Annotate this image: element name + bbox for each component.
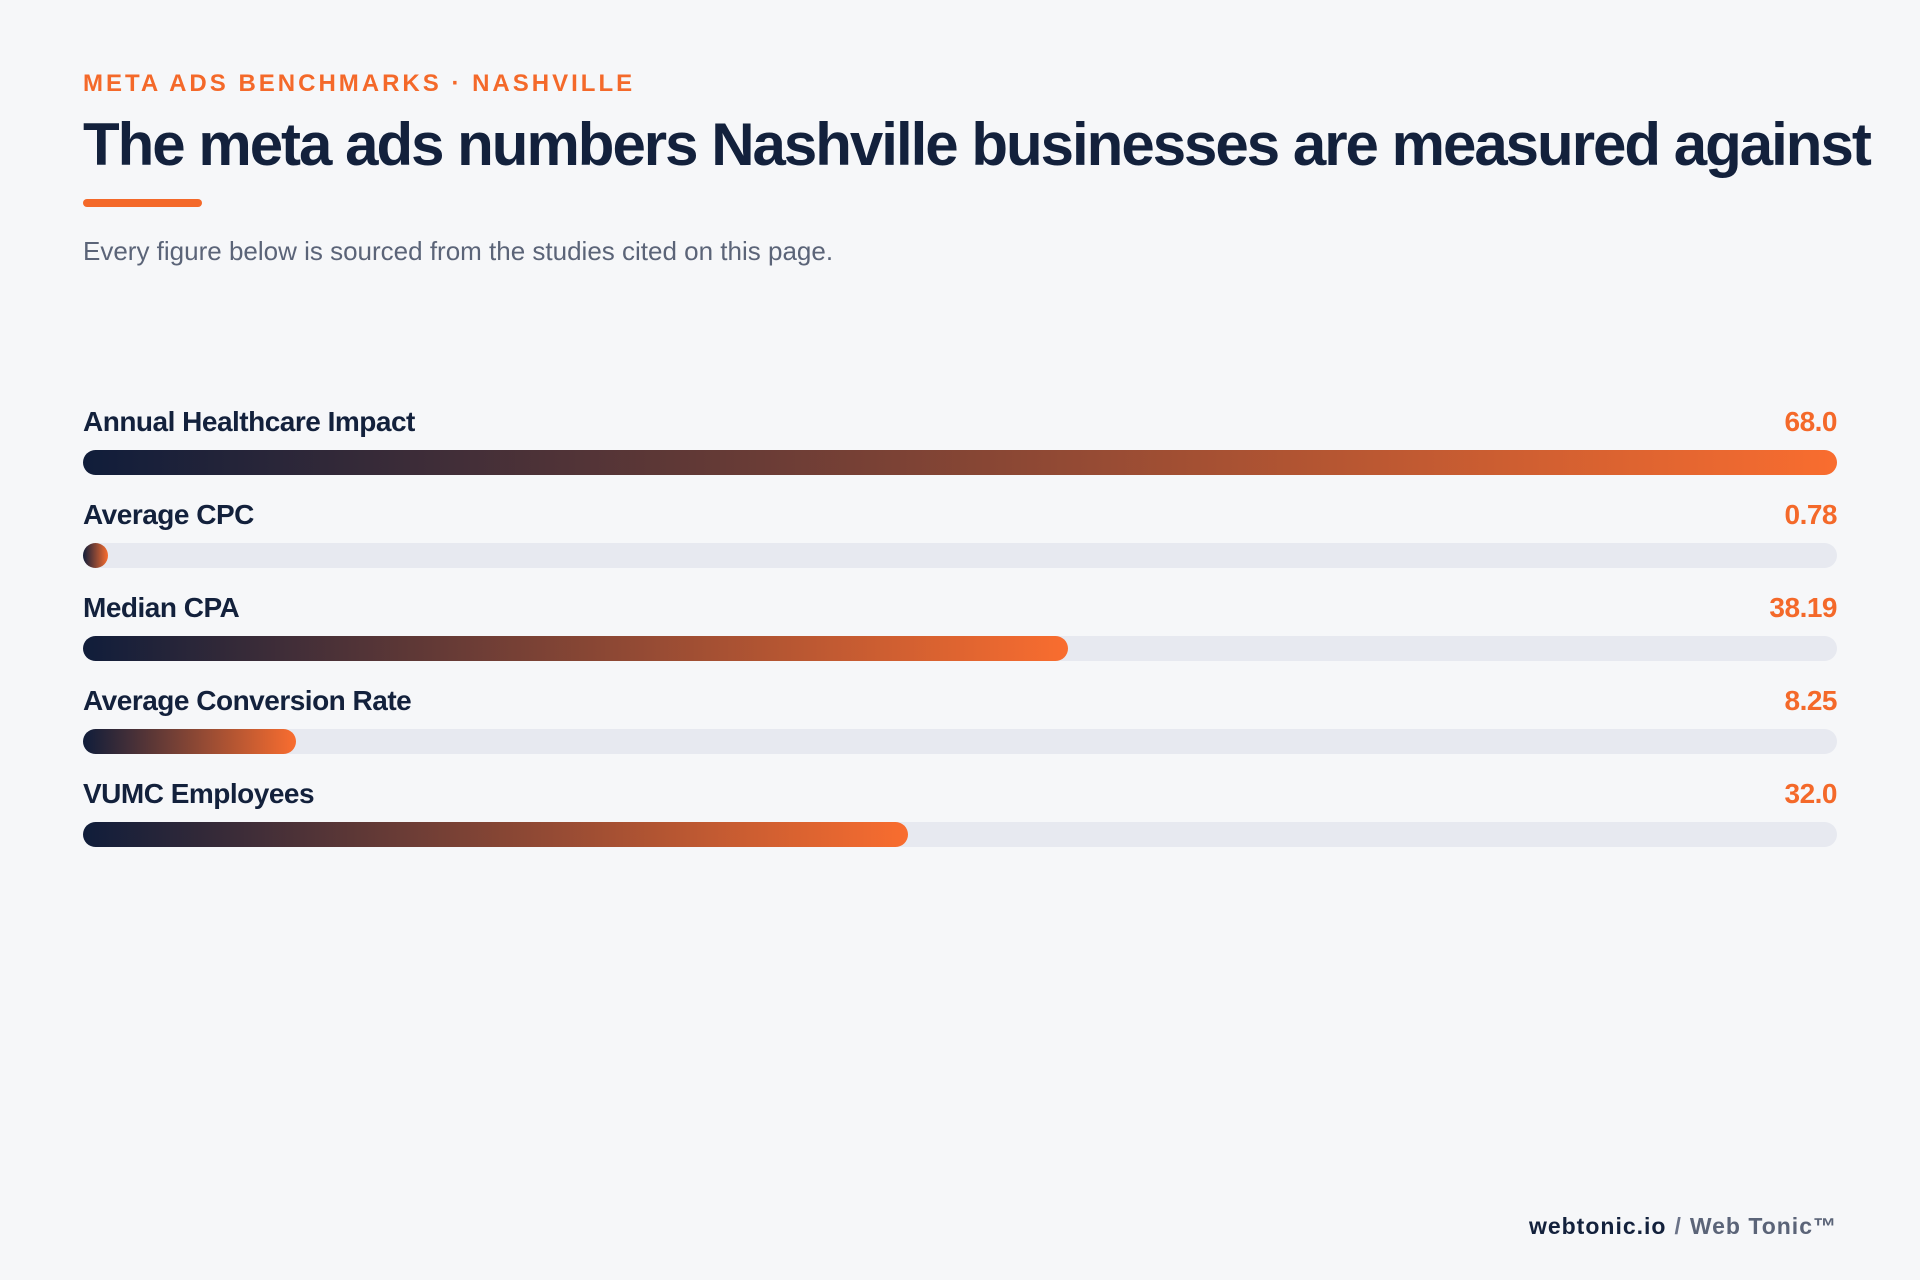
bar-track [83,450,1837,475]
bar-track [83,636,1837,661]
bar-track [83,822,1837,847]
bar-track [83,729,1837,754]
bar [83,822,909,847]
bar-value-label: 32.0 [1784,778,1838,809]
footer-brand: webtonic.io [1528,1213,1667,1239]
bar-row: Annual Healthcare Impact 68.0 [83,404,1837,497]
page-subtitle: Every figure below is sourced from the s… [83,236,834,266]
bar-label: Average Conversion Rate [83,685,412,716]
bar-row: Average Conversion Rate 8.25 [83,683,1837,776]
bar [83,729,296,754]
bar-label: Annual Healthcare Impact [83,406,415,437]
bar-label: VUMC Employees [83,778,315,809]
bar-value-label: 0.78 [1784,499,1838,530]
bar [83,636,1069,661]
bar-value-label: 38.19 [1769,592,1837,623]
bar-row: VUMC Employees 32.0 [83,776,1837,869]
bar-row: Average CPC 0.78 [83,497,1837,590]
eyebrow-label: META ADS BENCHMARKS · NASHVILLE [83,70,636,97]
page-title: The meta ads numbers Nashville businesse… [83,111,1872,178]
accent-divider [83,199,202,207]
bar-label: Average CPC [83,499,254,530]
bar-track [83,543,1837,568]
bar-value-label: 68.0 [1784,406,1838,437]
bar-value-label: 8.25 [1784,685,1838,716]
footer-credit: webtonic.io / Web Tonic™ [1529,1213,1837,1240]
footer-company: Web Tonic™ [1689,1213,1837,1239]
bar [83,450,1837,475]
bar-row: Median CPA 38.19 [83,590,1837,683]
bar [83,543,108,568]
footer-separator: / [1674,1213,1682,1239]
bar-chart: Annual Healthcare Impact 68.0 Average CPC 0… [83,404,1837,869]
bar-label: Median CPA [83,592,240,623]
